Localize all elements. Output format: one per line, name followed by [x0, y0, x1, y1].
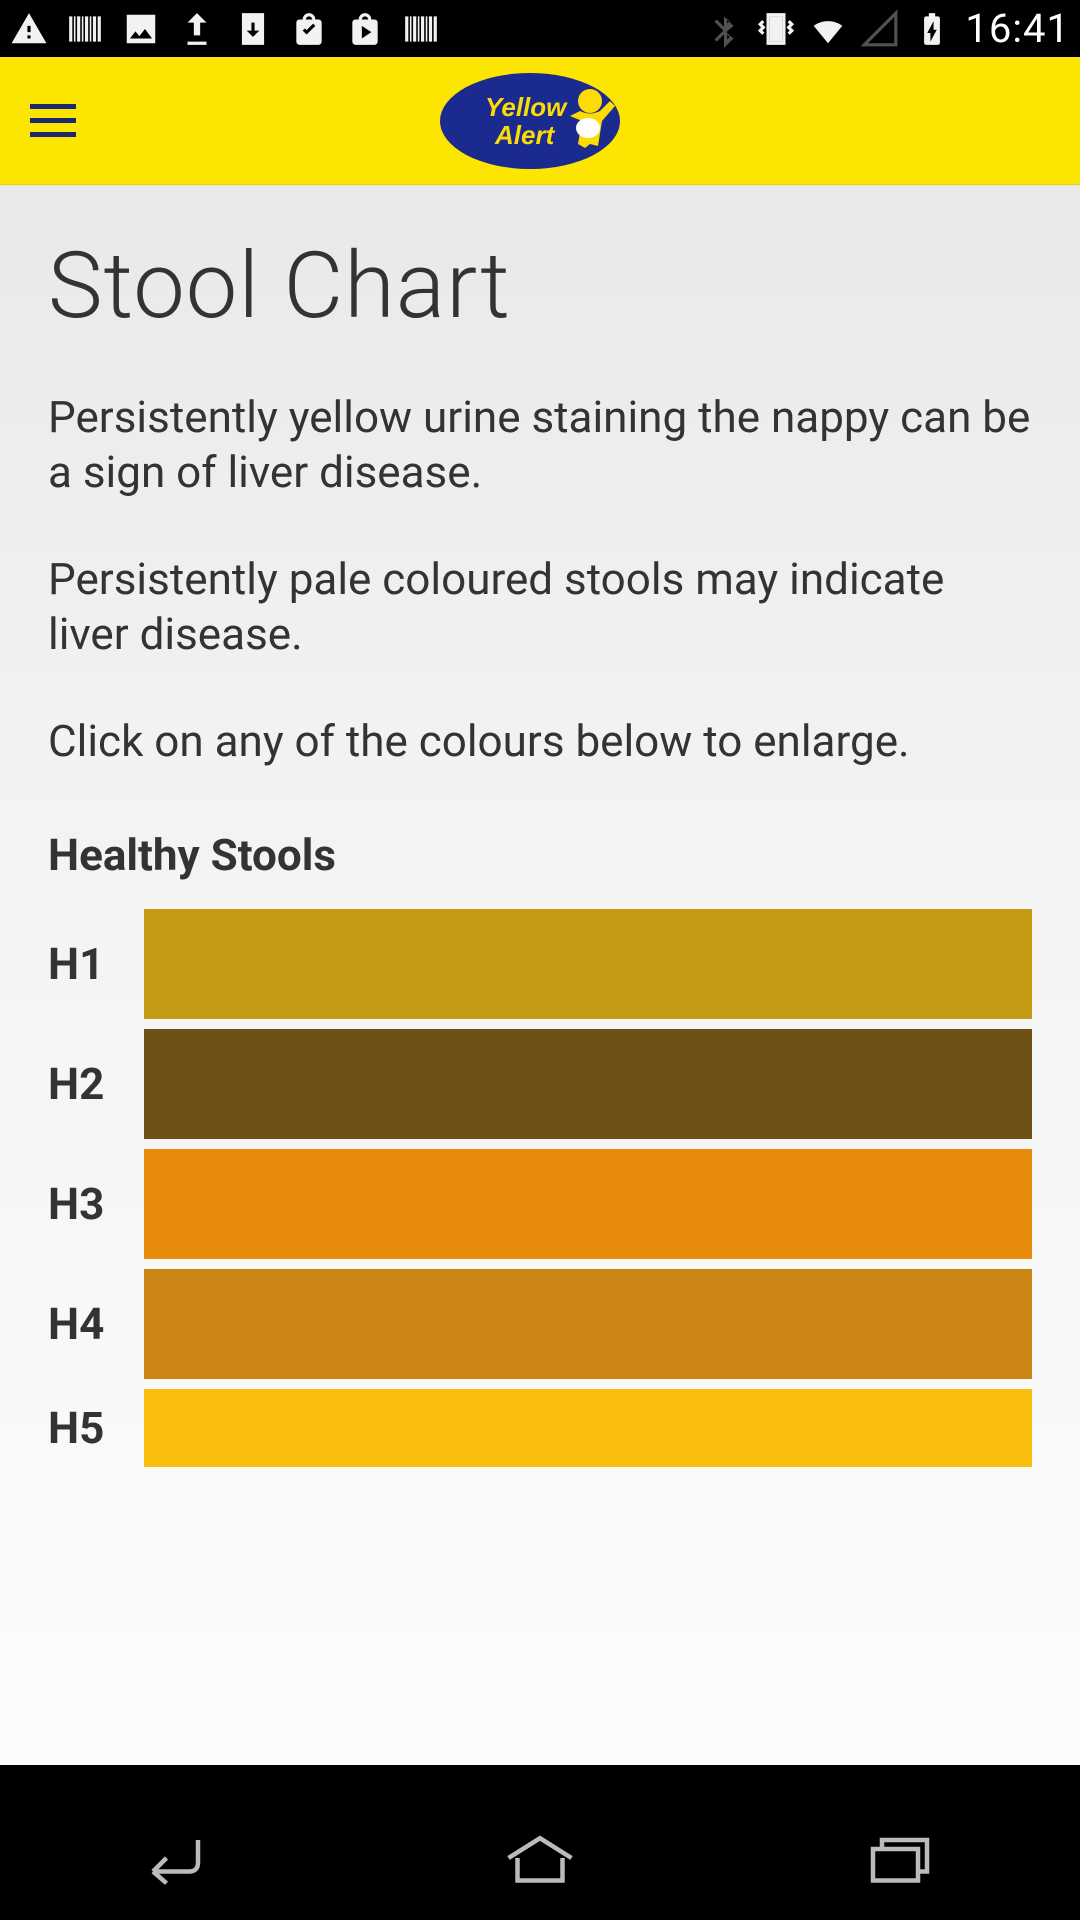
intro-paragraph-1: Persistently yellow urine staining the n… [48, 390, 1032, 500]
warning-icon [10, 10, 48, 48]
healthy-swatches-list: H1 H2 H3 H4 H5 [48, 909, 1032, 1467]
android-nav-bar [0, 1765, 1080, 1920]
menu-bar-icon [30, 132, 76, 137]
upload-icon [178, 10, 216, 48]
status-left-icons [10, 10, 440, 48]
intro-paragraph-3: Click on any of the colours below to enl… [48, 714, 1032, 769]
signal-icon [861, 10, 899, 48]
swatch-label: H2 [48, 1058, 144, 1110]
battery-charging-icon [913, 10, 951, 48]
app-header: Yellow Alert [0, 57, 1080, 185]
intro-text: Persistently yellow urine staining the n… [48, 390, 1032, 769]
download-doc-icon [234, 10, 272, 48]
home-icon[interactable] [495, 1828, 585, 1888]
swatch-row-h5: H5 [48, 1389, 1032, 1467]
page-title: Stool Chart [48, 233, 1032, 340]
page-content: Stool Chart Persistently yellow urine st… [0, 185, 1080, 1765]
svg-text:Yellow: Yellow [485, 92, 568, 122]
swatch-row-h2: H2 [48, 1029, 1032, 1139]
recent-apps-icon[interactable] [855, 1828, 945, 1888]
swatch-row-h4: H4 [48, 1269, 1032, 1379]
swatch-row-h3: H3 [48, 1149, 1032, 1259]
shopping-bag-play-icon [346, 10, 384, 48]
barcode-icon [66, 10, 104, 48]
swatch-color-h4[interactable] [144, 1269, 1032, 1379]
swatch-color-h5[interactable] [144, 1389, 1032, 1467]
status-time: 16:41 [965, 5, 1070, 52]
back-icon[interactable] [135, 1828, 225, 1888]
swatch-color-h2[interactable] [144, 1029, 1032, 1139]
swatch-label: H3 [48, 1178, 144, 1230]
app-logo: Yellow Alert [430, 66, 650, 176]
image-icon [122, 10, 160, 48]
shopping-bag-check-icon [290, 10, 328, 48]
swatch-label: H5 [48, 1402, 144, 1454]
swatch-color-h3[interactable] [144, 1149, 1032, 1259]
barcode2-icon [402, 10, 440, 48]
menu-button[interactable] [30, 96, 80, 146]
menu-bar-icon [30, 104, 76, 109]
status-right-icons: 16:41 [705, 5, 1070, 52]
swatch-label: H4 [48, 1298, 144, 1350]
swatch-row-h1: H1 [48, 909, 1032, 1019]
wifi-icon [809, 10, 847, 48]
android-status-bar: 16:41 [0, 0, 1080, 57]
svg-text:Alert: Alert [494, 120, 556, 150]
yellow-alert-logo-icon: Yellow Alert [430, 66, 650, 176]
bluetooth-icon [705, 10, 743, 48]
vibrate-icon [757, 10, 795, 48]
intro-paragraph-2: Persistently pale coloured stools may in… [48, 552, 1032, 662]
healthy-section-title: Healthy Stools [48, 829, 1032, 881]
swatch-label: H1 [48, 938, 144, 990]
menu-bar-icon [30, 118, 76, 123]
swatch-color-h1[interactable] [144, 909, 1032, 1019]
